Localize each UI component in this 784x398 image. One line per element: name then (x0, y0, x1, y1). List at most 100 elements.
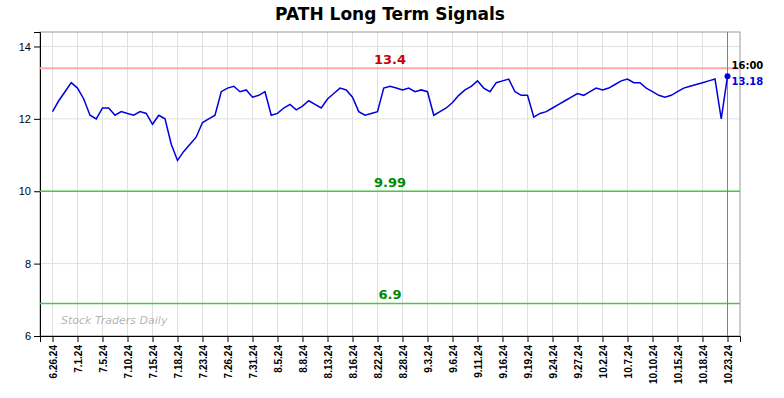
tick: 6.26.24 (48, 336, 59, 378)
tick-mark (603, 336, 604, 342)
tick: 9.6.24 (448, 336, 459, 373)
tick: 12 (19, 113, 40, 125)
grid-line (77, 32, 78, 336)
tick: 9.19.24 (523, 336, 534, 378)
tick-mark (653, 336, 654, 342)
tick-label: 9.3.24 (423, 345, 434, 373)
tick-mark (678, 336, 679, 342)
tick-label: 6 (25, 330, 31, 342)
tick-mark (78, 336, 79, 342)
grid-line (40, 263, 740, 264)
tick: 9.3.24 (423, 336, 434, 373)
labels: 13.49.996.916:0013.18Stock Traders Daily (61, 52, 763, 327)
reference-line (40, 303, 740, 305)
watermark: Stock Traders Daily (61, 314, 168, 327)
grid (40, 32, 740, 336)
tick-label: 14 (19, 40, 31, 52)
plot-frame (40, 32, 740, 336)
tick-mark (34, 119, 40, 120)
tick-label: 9.11.24 (473, 345, 484, 378)
tick: 7.15.24 (148, 336, 159, 378)
tick-mark (453, 336, 454, 342)
tick-label: 7.31.24 (248, 345, 259, 379)
tick-mark (728, 336, 729, 342)
tick-mark (478, 336, 479, 342)
tick: 14 (19, 40, 40, 52)
tick-mark (34, 46, 40, 47)
tick-mark (253, 336, 254, 342)
grid-line (40, 46, 740, 47)
tick-label: 9.6.24 (448, 345, 459, 373)
tick: 10.15.24 (673, 336, 684, 384)
reference-label: 6.9 (378, 287, 401, 302)
tick: 9.11.24 (473, 336, 484, 378)
grid-line (40, 118, 740, 119)
tick-label: 8.13.24 (323, 345, 334, 379)
tick-mark (34, 336, 40, 337)
grid-line (602, 32, 603, 336)
annotation: 13.18 (732, 76, 764, 87)
title: PATH Long Term Signals (275, 4, 505, 24)
tick: 10.10.24 (648, 336, 659, 384)
tick: 8.13.24 (323, 336, 334, 378)
grid-line (452, 32, 453, 336)
tick-label: 9.27.24 (573, 345, 584, 379)
grid-line (352, 32, 353, 336)
tick-mark (278, 336, 279, 342)
grid-line (577, 32, 578, 336)
tick-mark (128, 336, 129, 342)
tick-label: 10.10.24 (648, 345, 659, 384)
grid-line (202, 32, 203, 336)
tick-label: 8.22.24 (373, 345, 384, 379)
tick-label: 10.23.24 (723, 345, 734, 384)
tick: 9.27.24 (573, 336, 584, 378)
tick: 8.16.24 (348, 336, 359, 378)
grid-line (127, 32, 128, 336)
grid-line (502, 32, 503, 336)
tick-label: 9.19.24 (523, 345, 534, 379)
grid-line (252, 32, 253, 336)
tick-label: 10.7.24 (623, 345, 634, 379)
tick-mark (553, 336, 554, 342)
tick-mark (328, 336, 329, 342)
tick-mark (503, 336, 504, 342)
tick: 7.18.24 (173, 336, 184, 378)
tick: 10.18.24 (698, 336, 709, 384)
reference-label: 13.4 (374, 52, 406, 67)
tick-label: 7.26.24 (223, 345, 234, 379)
tick-label: 10.2.24 (598, 345, 609, 379)
tick-label: 10.18.24 (698, 345, 709, 384)
tick-mark (378, 336, 379, 342)
tick: 7.10.24 (123, 336, 134, 378)
tick-label: 7.23.24 (198, 345, 209, 379)
tick: 8.8.24 (298, 336, 309, 373)
tick-mark (34, 264, 40, 265)
tick-label: 8.5.24 (273, 345, 284, 373)
tick-label: 8.28.24 (398, 345, 409, 379)
tick: 10.2.24 (598, 336, 609, 378)
grid-line (477, 32, 478, 336)
axis-line (41, 337, 741, 343)
plot-area (40, 32, 740, 336)
tick-mark (178, 336, 179, 342)
tick-label: 7.5.24 (98, 345, 109, 373)
tick: 8.28.24 (398, 336, 409, 378)
grid-line (40, 191, 740, 192)
grid-line (552, 32, 553, 336)
reference-label: 9.99 (374, 175, 406, 190)
tick-mark (403, 336, 404, 342)
tick: 8.22.24 (373, 336, 384, 378)
tick: 7.1.24 (73, 336, 84, 373)
tick-label: 8.8.24 (298, 345, 309, 373)
tick-label: 10 (19, 185, 31, 197)
tick: 10 (19, 185, 40, 197)
grid-line (627, 32, 628, 336)
tick: 7.23.24 (198, 336, 209, 378)
chart: 6.26.24 7.1.24 7.5.24 7.10.24 7.15.24 7.18.24… (0, 0, 784, 398)
tick-mark (628, 336, 629, 342)
price-line (53, 76, 728, 160)
tick-mark (153, 336, 154, 342)
tick-mark (428, 336, 429, 342)
tick-mark (303, 336, 304, 342)
tick-label: 6.26.24 (48, 345, 59, 379)
